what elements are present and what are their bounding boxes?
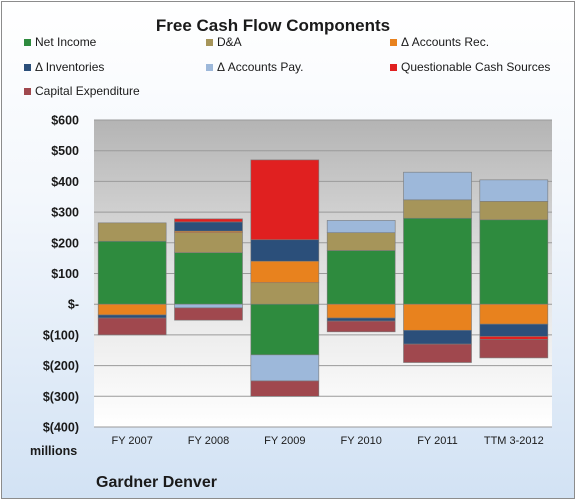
y-tick-label: $500 [51, 144, 79, 158]
bar-segment-inventories [403, 329, 472, 345]
legend-label-accounts-pay: Δ Accounts Pay. [217, 60, 304, 74]
y-tick-label: $100 [51, 267, 79, 281]
bar-segment-accounts-rec [97, 303, 167, 316]
x-tick-label: FY 2009 [264, 435, 305, 447]
bar-segment-inventories [250, 239, 320, 262]
bar-segment-capital-expenditure [174, 307, 243, 321]
x-tick-label: FY 2010 [340, 435, 381, 447]
x-tick-label: FY 2011 [417, 435, 458, 447]
legend: Net Income D&A Δ Accounts Rec. Δ Inventorie… [24, 35, 550, 98]
bar-segment-accounts-rec [326, 303, 396, 319]
bar-segment-capital-expenditure [250, 380, 320, 397]
legend-label-accounts-rec: Δ Accounts Rec. [401, 35, 489, 49]
bar-segment-accounts-pay [403, 171, 472, 201]
legend-swatch-accounts-rec [390, 39, 397, 46]
y-tick-label: $200 [51, 236, 79, 250]
bar-segment-accounts-rec [403, 303, 472, 331]
bar-segment-d-a [174, 232, 243, 253]
bar-segment-accounts-rec [479, 303, 549, 325]
bar-segment-inventories [97, 314, 167, 319]
bar-segment-accounts-pay [250, 354, 320, 382]
bar-segment-accounts-pay [174, 303, 243, 309]
unit-label: millions [30, 444, 77, 458]
legend-swatch-inventories [24, 64, 31, 71]
bar-segment-questionable-cash-sources [250, 159, 320, 241]
bar-segment-capital-expenditure [326, 320, 396, 333]
bar-segment-d-a [97, 222, 167, 242]
y-axis-ticks: $600 $500 $400 $300 $200 $100 $- $(100) $(200) $(… [43, 114, 79, 435]
legend-swatch-d-a [206, 39, 213, 46]
bar-segment-d-a [479, 201, 549, 221]
y-tick-label: $- [68, 298, 79, 312]
y-tick-label: $600 [51, 114, 79, 128]
bar-segment-net-income [250, 303, 320, 356]
bar-segment-accounts-pay [479, 179, 549, 202]
bars [97, 159, 549, 397]
legend-swatch-net-income [24, 39, 31, 46]
legend-label-net-income: Net Income [35, 35, 97, 49]
y-tick-label: $400 [51, 175, 79, 189]
bar-segment-accounts-pay [326, 220, 396, 233]
bar-segment-questionable-cash-sources [174, 218, 243, 223]
legend-label-inventories: Δ Inventories [35, 60, 104, 74]
x-axis-ticks: FY 2007 FY 2008 FY 2009 FY 2010 FY 2011 TTM 3… [111, 435, 543, 447]
bar-segment-capital-expenditure [479, 339, 549, 359]
y-tick-label: $300 [51, 206, 79, 220]
legend-label-capital-expenditure: Capital Expenditure [35, 84, 140, 98]
legend-label-d-a: D&A [217, 35, 242, 49]
x-tick-label: FY 2007 [111, 435, 152, 447]
y-tick-label: $(400) [43, 421, 79, 435]
y-tick-label: $(300) [43, 390, 79, 404]
bar-segment-capital-expenditure [97, 317, 167, 336]
legend-swatch-questionable-cash-sources [390, 64, 397, 71]
bar-segment-accounts-rec [250, 260, 320, 284]
bar-segment-d-a [403, 199, 472, 219]
legend-swatch-accounts-pay [206, 64, 213, 71]
legend-label-questionable-cash-sources: Questionable Cash Sources [401, 60, 550, 74]
legend-swatch-capital-expenditure [24, 88, 31, 95]
bar-segment-inventories [174, 221, 243, 232]
company-name: Gardner Denver [96, 474, 217, 491]
bar-segment-questionable-cash-sources [479, 336, 549, 340]
bar-segment-inventories [479, 323, 549, 337]
x-tick-label: TTM 3-2012 [484, 435, 544, 447]
bar-segment-inventories [326, 317, 396, 322]
bar-segment-net-income [403, 217, 472, 305]
bar-segment-net-income [479, 219, 549, 305]
y-tick-label: $(200) [43, 359, 79, 373]
bar-segment-d-a [250, 282, 320, 305]
y-tick-label: $(100) [43, 328, 79, 342]
bar-segment-d-a [326, 232, 396, 251]
bar-segment-net-income [174, 252, 243, 305]
chart-title: Free Cash Flow Components [156, 16, 390, 35]
bar-segment-net-income [97, 240, 167, 305]
gridlines [94, 119, 552, 428]
x-tick-label: FY 2008 [188, 435, 229, 447]
bar-segment-capital-expenditure [403, 343, 472, 363]
bar-segment-net-income [326, 250, 396, 305]
